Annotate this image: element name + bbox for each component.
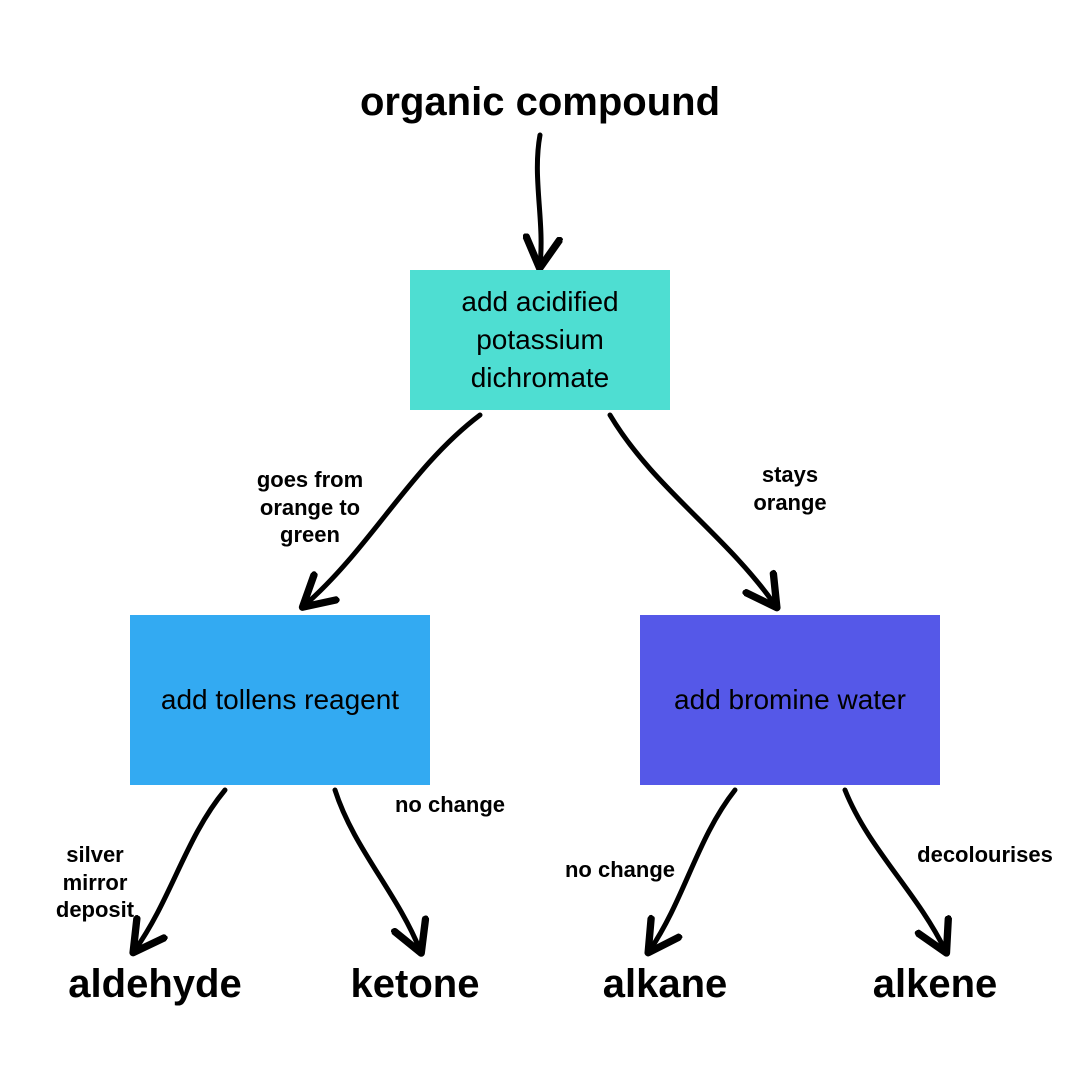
node-root-label: organic compound: [360, 80, 720, 124]
node-result-ketone-label: ketone: [351, 962, 480, 1006]
node-result-alkane: alkane: [515, 962, 815, 1007]
node-result-aldehyde-label: aldehyde: [68, 962, 241, 1006]
node-test2a: add tollens reagent: [130, 615, 430, 785]
edge-label-decolourises: decolourises: [905, 841, 1065, 869]
edge-label-orange-to-green-text: goes from orange to green: [257, 467, 363, 547]
edge-label-no-change-right-text: no change: [565, 857, 675, 882]
node-test2a-label: add tollens reagent: [161, 681, 399, 719]
node-test1-label: add acidified potassium dichromate: [440, 283, 640, 396]
edge-label-no-change-right: no change: [545, 856, 695, 884]
edge-label-stays-orange-text: stays orange: [753, 462, 826, 515]
node-test2b-label: add bromine water: [674, 681, 906, 719]
node-test1: add acidified potassium dichromate: [410, 270, 670, 410]
edge-label-decolourises-text: decolourises: [917, 842, 1053, 867]
node-result-aldehyde: aldehyde: [5, 962, 305, 1007]
node-result-alkane-label: alkane: [603, 962, 728, 1006]
node-result-alkene: alkene: [785, 962, 1080, 1007]
edge-label-silver-mirror-text: silver mirror deposit: [56, 842, 134, 922]
edge-label-silver-mirror: silver mirror deposit: [40, 841, 150, 924]
node-test2b: add bromine water: [640, 615, 940, 785]
arrow-layer: [0, 0, 1080, 1080]
edge-label-no-change-left-text: no change: [395, 792, 505, 817]
edge-label-stays-orange: stays orange: [730, 461, 850, 516]
node-result-alkene-label: alkene: [873, 962, 998, 1006]
edge-label-orange-to-green: goes from orange to green: [240, 466, 380, 549]
edge-label-no-change-left: no change: [375, 791, 525, 819]
node-root: organic compound: [0, 80, 1080, 125]
